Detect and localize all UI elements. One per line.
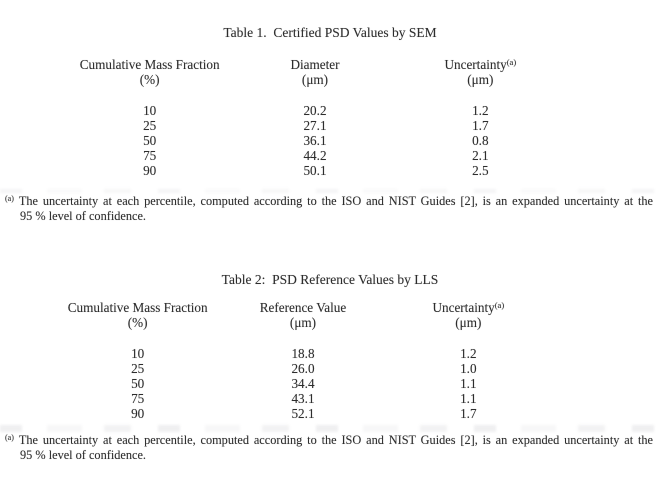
table-1: Cumulative Mass Fraction (%) Diameter (μ… <box>67 57 563 178</box>
column-header-label: Diameter <box>290 57 340 72</box>
scan-artifact-band <box>0 189 660 193</box>
table-cell: 75 <box>131 391 145 406</box>
column-header-uncertainty: Uncertainty(a) (μm) <box>398 57 563 87</box>
column-header-label-text: Uncertainty <box>432 300 495 315</box>
footnote-marker: (a) <box>5 194 14 203</box>
table-cell: 50 <box>131 376 145 391</box>
footnote-line-1: (a) The uncertainty at each percentile, c… <box>5 433 653 448</box>
footnote-line-2: 95 % level of confidence. <box>20 448 146 462</box>
table-cell: 18.8 <box>291 346 315 361</box>
table-cell: 1.0 <box>460 361 477 376</box>
column-header-unit: (%) <box>127 315 148 330</box>
table-cell: 52.1 <box>291 406 315 421</box>
column-header-unit: (μm) <box>289 315 317 330</box>
footnote-text: The uncertainty at each percentile, comp… <box>18 433 653 447</box>
column-header-label: Uncertainty(a) <box>386 300 551 315</box>
column-header-label: Reference Value <box>259 300 347 315</box>
table-cell: 75 <box>143 148 157 163</box>
table-cell: 25 <box>143 118 157 133</box>
column-header-uncertainty: Uncertainty(a) (μm) <box>386 300 551 330</box>
footnote-marker: (a) <box>5 433 14 442</box>
column-header-diameter: Diameter (μm) <box>232 57 397 87</box>
table-cell: 2.5 <box>472 163 489 178</box>
column-header-cumulative-mass-fraction: Cumulative Mass Fraction (%) <box>55 300 220 330</box>
table-1-title: Table 1. Certified PSD Values by SEM <box>223 25 437 40</box>
table-cell: 1.2 <box>472 103 489 118</box>
table-cell: 0.8 <box>472 133 489 148</box>
table-cell: 25 <box>131 361 145 376</box>
table-cell: 1.1 <box>460 391 477 406</box>
column-header-label: Uncertainty(a) <box>398 57 563 72</box>
table-cell: 50.1 <box>303 163 327 178</box>
table-cell: 1.7 <box>472 118 489 133</box>
table-cell: 44.2 <box>303 148 327 163</box>
footnote-marker-superscript: (a) <box>494 300 505 310</box>
table-cell: 10 <box>143 103 157 118</box>
header-body-gap <box>55 330 551 346</box>
table-2-title: Table 2: PSD Reference Values by LLS <box>221 272 439 287</box>
table-cell: 90 <box>143 163 157 178</box>
column-header-label: Cumulative Mass Fraction <box>67 300 208 315</box>
column-header-label-text: Uncertainty <box>444 57 507 72</box>
table-cell: 90 <box>131 406 145 421</box>
footnote-line-1: (a) The uncertainty at each percentile, c… <box>5 194 653 209</box>
table-2: Cumulative Mass Fraction (%) Reference V… <box>55 300 551 421</box>
table-cell: 20.2 <box>303 103 327 118</box>
table-cell: 50 <box>143 133 157 148</box>
footnote-line-2: 95 % level of confidence. <box>20 209 146 223</box>
table-cell: 36.1 <box>303 133 327 148</box>
table-2-footnote: (a) The uncertainty at each percentile, c… <box>5 433 653 463</box>
table-cell: 34.4 <box>291 376 315 391</box>
table-cell: 1.2 <box>460 346 477 361</box>
column-header-unit: (μm) <box>301 72 329 87</box>
column-header-unit: (μm) <box>467 72 494 87</box>
table-cell: 2.1 <box>472 148 489 163</box>
table-cell: 10 <box>131 346 145 361</box>
table-cell: 1.1 <box>460 376 477 391</box>
table-cell: 1.7 <box>460 406 477 421</box>
table-cell: 43.1 <box>291 391 315 406</box>
scan-artifact-band <box>0 425 660 432</box>
column-header-unit: (μm) <box>455 315 482 330</box>
footnote-marker-superscript: (a) <box>506 57 517 67</box>
table-1-footnote: (a) The uncertainty at each percentile, c… <box>5 194 653 224</box>
column-header-reference-value: Reference Value (μm) <box>220 300 385 330</box>
footnote-text: The uncertainty at each percentile, comp… <box>18 194 653 208</box>
table-cell: 26.0 <box>291 361 315 376</box>
header-body-gap <box>67 87 563 103</box>
column-header-label: Cumulative Mass Fraction <box>79 57 220 72</box>
column-header-cumulative-mass-fraction: Cumulative Mass Fraction (%) <box>67 57 232 87</box>
table-cell: 27.1 <box>303 118 327 133</box>
column-header-unit: (%) <box>139 72 160 87</box>
